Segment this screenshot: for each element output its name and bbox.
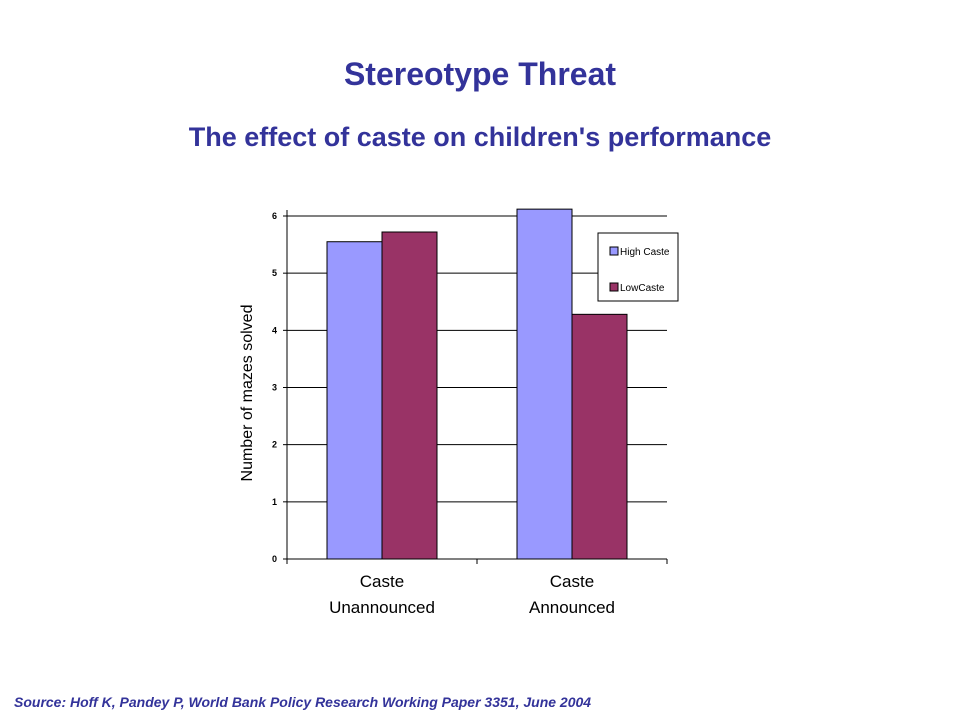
bar-lowcaste [571,313,628,560]
slide-subtitle: The effect of caste on children's perfor… [188,122,772,152]
y-tick-label: 3 [272,383,277,393]
legend-label: LowCaste [620,283,665,294]
x-category-label: Unannounced [329,598,435,617]
y-axis-label: Number of mazes solved [239,305,256,482]
y-tick-label: 6 [272,211,277,221]
y-tick-labels: 0 1 2 3 4 5 6 [272,211,277,564]
source-citation: Source: Hoff K, Pandey P, World Bank Pol… [14,694,592,710]
y-tick-label: 5 [272,268,277,278]
bar-high-caste [516,208,573,560]
bar-high-caste [326,241,383,560]
y-tick-label: 0 [272,554,277,564]
slide-title: Stereotype Threat [343,56,617,92]
legend: High Caste LowCaste [597,232,679,302]
x-category-label: Caste [360,572,404,591]
x-category-label: Caste [550,572,594,591]
y-tick-label: 2 [272,440,277,450]
axes [283,210,668,564]
bar-lowcaste [381,231,438,560]
x-category-label: Announced [529,598,615,617]
legend-swatch [609,246,619,256]
legend-swatch [609,282,619,292]
bars [326,208,628,560]
y-tick-label: 1 [272,497,277,507]
x-category-labels: Caste Unannounced Caste Announced [329,572,615,617]
legend-label: High Caste [620,247,670,258]
y-tick-label: 4 [272,325,277,335]
